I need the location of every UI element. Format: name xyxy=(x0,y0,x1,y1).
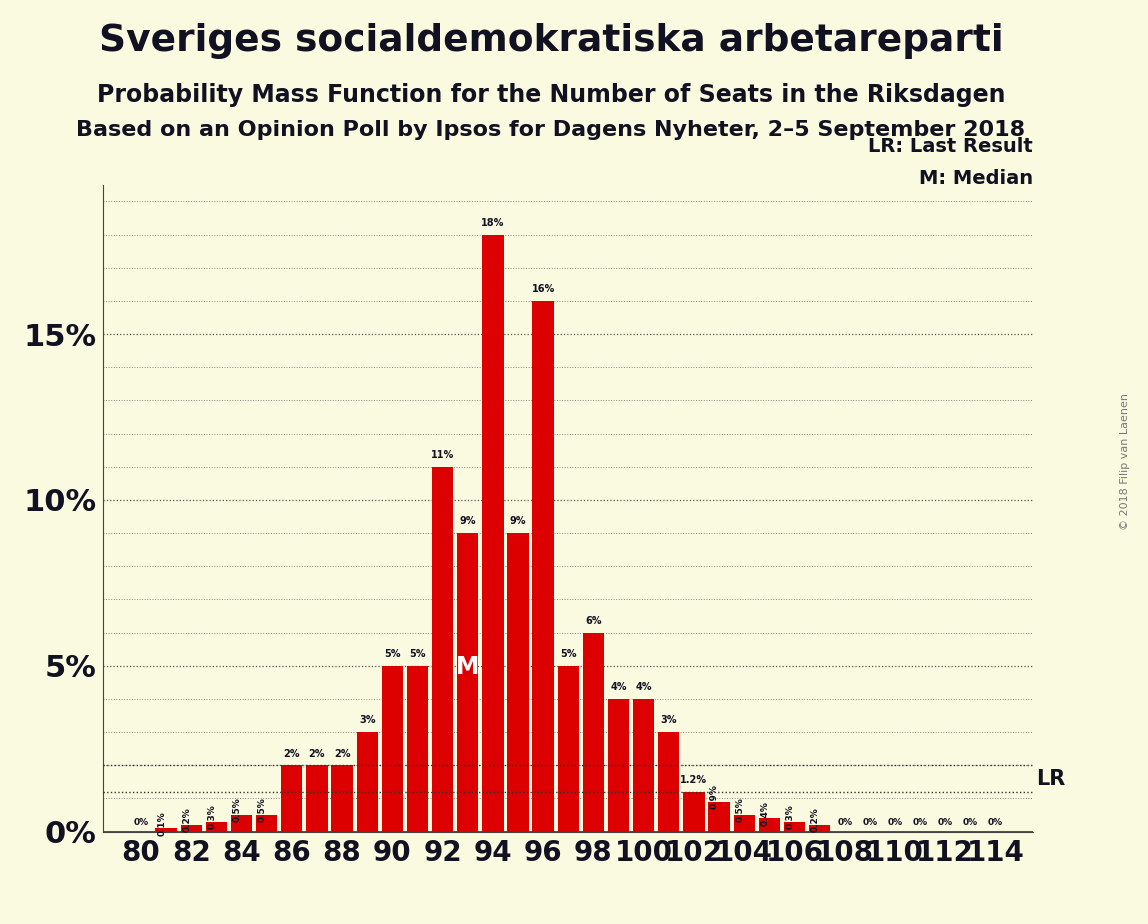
Text: 5%: 5% xyxy=(560,650,576,659)
Bar xyxy=(759,819,779,832)
Bar xyxy=(607,699,629,832)
Text: LR: Last Result: LR: Last Result xyxy=(868,137,1033,155)
Text: 6%: 6% xyxy=(585,616,602,626)
Text: 0%: 0% xyxy=(887,818,902,827)
Text: 0%: 0% xyxy=(862,818,877,827)
Text: 0.1%: 0.1% xyxy=(157,811,166,835)
Bar xyxy=(507,533,529,832)
Text: 2%: 2% xyxy=(284,748,300,759)
Text: 0.5%: 0.5% xyxy=(735,797,744,822)
Text: 11%: 11% xyxy=(430,450,455,460)
Text: Based on an Opinion Poll by Ipsos for Dagens Nyheter, 2–5 September 2018: Based on an Opinion Poll by Ipsos for Da… xyxy=(77,120,1025,140)
Bar xyxy=(332,765,352,832)
Text: M: M xyxy=(456,655,480,679)
Text: M: Median: M: Median xyxy=(920,169,1033,188)
Text: Sveriges socialdemokratiska arbetareparti: Sveriges socialdemokratiska arbetarepart… xyxy=(99,23,1003,59)
Bar xyxy=(432,467,453,832)
Text: 3%: 3% xyxy=(359,715,375,725)
Text: 0.4%: 0.4% xyxy=(760,801,769,826)
Bar xyxy=(205,821,227,832)
Text: © 2018 Filip van Laenen: © 2018 Filip van Laenen xyxy=(1120,394,1130,530)
Text: 3%: 3% xyxy=(660,715,677,725)
Bar xyxy=(683,792,705,832)
Text: 5%: 5% xyxy=(409,650,426,659)
Text: 0%: 0% xyxy=(913,818,928,827)
Text: 0.3%: 0.3% xyxy=(785,804,794,829)
Text: 4%: 4% xyxy=(635,682,652,692)
Text: 4%: 4% xyxy=(611,682,627,692)
Text: 0.2%: 0.2% xyxy=(183,808,192,833)
Bar xyxy=(784,821,805,832)
Text: 2%: 2% xyxy=(309,748,325,759)
Bar xyxy=(231,815,253,832)
Text: 0.5%: 0.5% xyxy=(233,797,241,822)
Text: 9%: 9% xyxy=(459,517,476,527)
Bar xyxy=(533,301,553,832)
Bar xyxy=(482,235,504,832)
Text: 0.9%: 0.9% xyxy=(711,784,719,809)
Text: 1.2%: 1.2% xyxy=(681,775,707,785)
Bar xyxy=(155,828,177,832)
Bar xyxy=(583,633,604,832)
Text: 2%: 2% xyxy=(334,748,350,759)
Bar xyxy=(256,815,278,832)
Text: LR: LR xyxy=(1035,769,1065,788)
Text: 0.5%: 0.5% xyxy=(257,797,266,822)
Text: 18%: 18% xyxy=(481,218,505,228)
Text: Probability Mass Function for the Number of Seats in the Riksdagen: Probability Mass Function for the Number… xyxy=(96,83,1006,107)
Text: 9%: 9% xyxy=(510,517,526,527)
Text: 0%: 0% xyxy=(963,818,978,827)
Text: 0%: 0% xyxy=(837,818,852,827)
Bar xyxy=(406,666,428,832)
Bar xyxy=(658,732,680,832)
Bar xyxy=(457,533,479,832)
Bar xyxy=(633,699,654,832)
Bar xyxy=(307,765,327,832)
Bar xyxy=(281,765,302,832)
Bar xyxy=(558,666,579,832)
Text: 0%: 0% xyxy=(988,818,1003,827)
Bar xyxy=(357,732,378,832)
Text: 0.3%: 0.3% xyxy=(208,804,217,829)
Bar xyxy=(180,825,202,832)
Bar xyxy=(708,802,730,832)
Bar xyxy=(381,666,403,832)
Bar xyxy=(809,825,830,832)
Text: 16%: 16% xyxy=(532,285,554,294)
Bar xyxy=(734,815,755,832)
Text: 0.2%: 0.2% xyxy=(810,808,820,833)
Text: 0%: 0% xyxy=(938,818,953,827)
Text: 5%: 5% xyxy=(385,650,401,659)
Text: 0%: 0% xyxy=(133,818,148,827)
